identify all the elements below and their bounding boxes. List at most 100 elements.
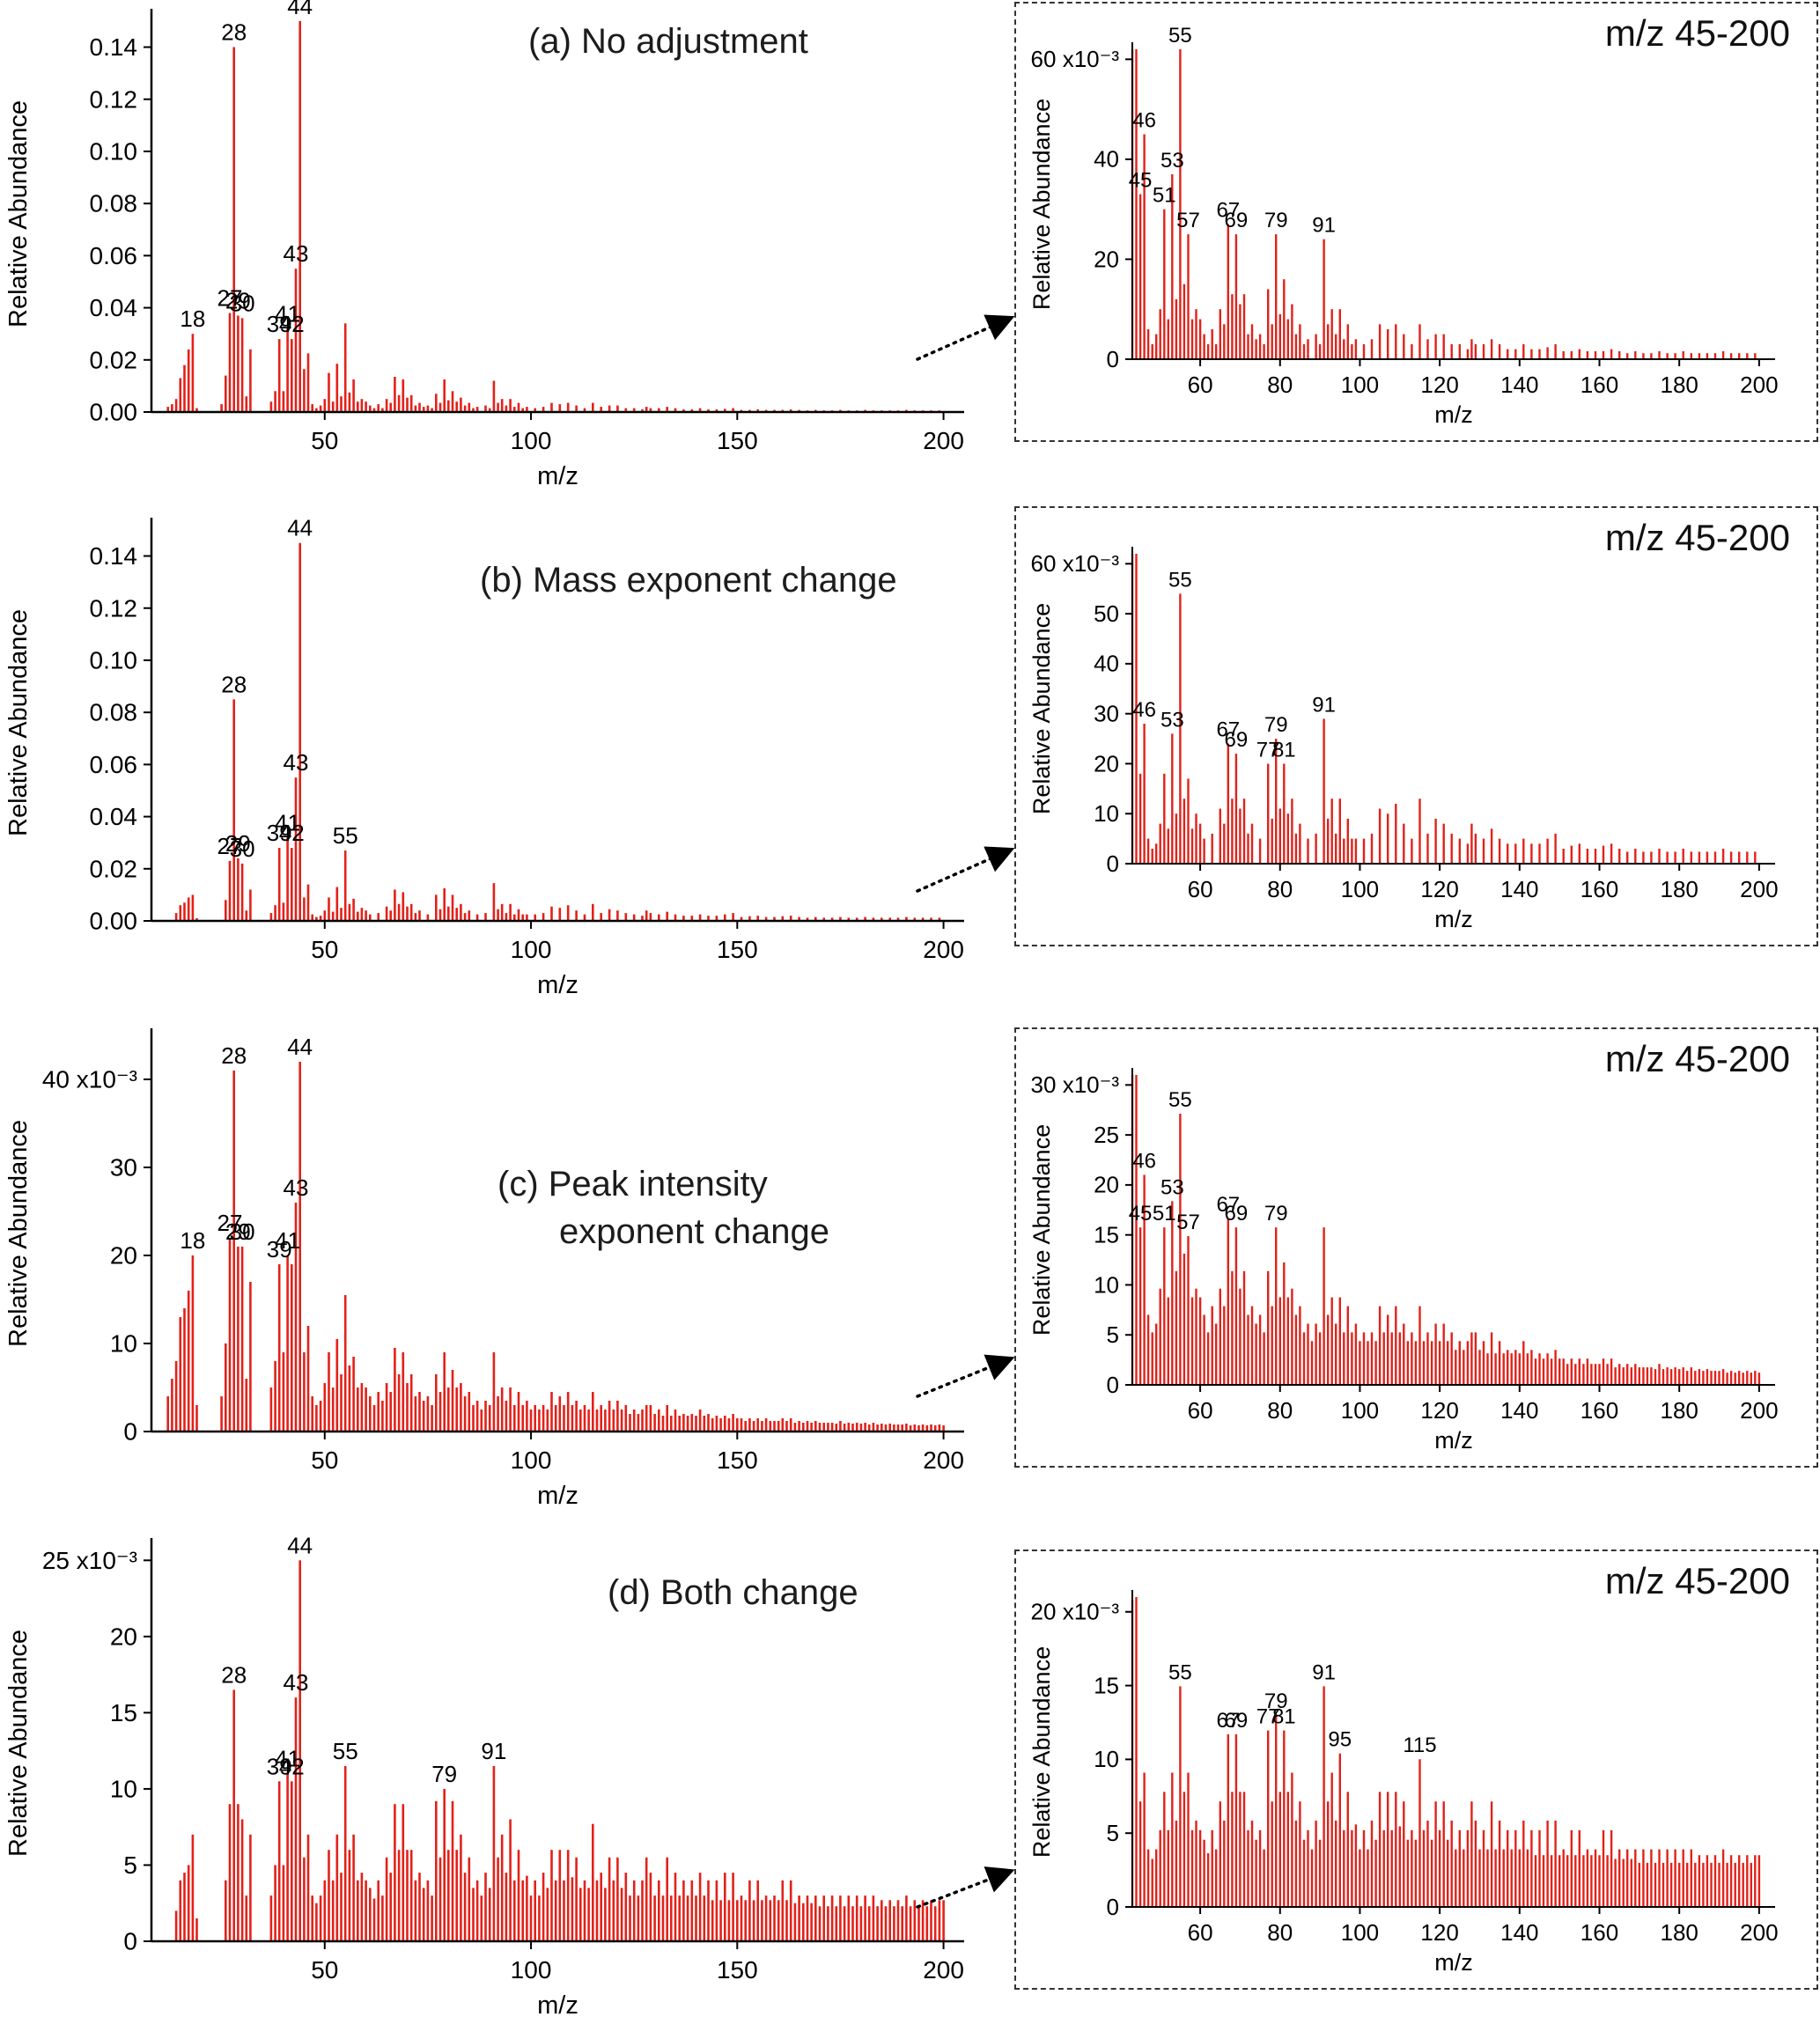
svg-text:25 x10⁻³: 25 x10⁻³ bbox=[42, 1547, 137, 1574]
svg-text:m/z: m/z bbox=[537, 1991, 578, 2020]
svg-text:20: 20 bbox=[110, 1242, 137, 1270]
svg-text:10: 10 bbox=[1094, 1746, 1119, 1772]
svg-text:80: 80 bbox=[1267, 1919, 1293, 1946]
svg-text:79: 79 bbox=[1264, 209, 1288, 232]
svg-text:150: 150 bbox=[717, 936, 758, 963]
svg-text:67: 67 bbox=[1216, 718, 1240, 742]
svg-text:40 x10⁻³: 40 x10⁻³ bbox=[42, 1066, 137, 1093]
svg-text:60: 60 bbox=[1188, 1919, 1213, 1946]
svg-text:m/z: m/z bbox=[1434, 401, 1473, 428]
svg-text:29: 29 bbox=[225, 1218, 251, 1245]
svg-text:0: 0 bbox=[123, 1928, 137, 1955]
svg-text:30: 30 bbox=[230, 290, 255, 316]
svg-text:160: 160 bbox=[1581, 876, 1618, 902]
svg-text:57: 57 bbox=[1176, 1211, 1200, 1234]
svg-text:200: 200 bbox=[923, 1956, 964, 1984]
svg-text:200: 200 bbox=[1740, 372, 1778, 398]
svg-text:42: 42 bbox=[279, 820, 305, 846]
svg-text:m/z: m/z bbox=[1434, 1949, 1473, 1976]
svg-text:41: 41 bbox=[275, 300, 300, 327]
svg-text:91: 91 bbox=[1312, 214, 1336, 238]
svg-text:67: 67 bbox=[1216, 1193, 1240, 1217]
svg-text:m/z: m/z bbox=[537, 462, 578, 490]
svg-text:60: 60 bbox=[1188, 1397, 1213, 1424]
svg-text:140: 140 bbox=[1500, 1397, 1538, 1424]
svg-text:140: 140 bbox=[1500, 1919, 1538, 1946]
svg-text:180: 180 bbox=[1660, 876, 1698, 902]
svg-text:28: 28 bbox=[221, 671, 247, 697]
svg-text:60: 60 bbox=[1188, 372, 1213, 398]
panel-b-inset-chart: 60 80 100 120 140 160 180 200 0 10 20 30 40 50 60 x10⁻… bbox=[1016, 508, 1816, 945]
svg-text:10: 10 bbox=[1094, 1271, 1119, 1298]
svg-text:18: 18 bbox=[180, 305, 205, 332]
svg-text:0.12: 0.12 bbox=[90, 85, 138, 113]
panel-b-title-line1: (b) Mass exponent change bbox=[480, 561, 897, 600]
svg-text:50: 50 bbox=[311, 427, 338, 454]
svg-text:91: 91 bbox=[1312, 1660, 1336, 1684]
panel-d-title-line1: (d) Both change bbox=[608, 1573, 858, 1612]
svg-text:46: 46 bbox=[1132, 109, 1156, 133]
svg-text:39: 39 bbox=[267, 1236, 292, 1262]
svg-text:Relative Abundance: Relative Abundance bbox=[4, 609, 33, 836]
svg-text:44: 44 bbox=[287, 0, 313, 19]
svg-text:150: 150 bbox=[717, 427, 758, 454]
svg-text:100: 100 bbox=[511, 1956, 552, 1984]
svg-text:10: 10 bbox=[110, 1330, 137, 1358]
panel-d-title: (d) Both change bbox=[608, 1569, 858, 1616]
svg-text:60: 60 bbox=[1188, 876, 1213, 902]
svg-text:Relative Abundance: Relative Abundance bbox=[1028, 1646, 1055, 1858]
svg-text:79: 79 bbox=[1264, 1202, 1288, 1226]
svg-text:69: 69 bbox=[1225, 728, 1249, 752]
svg-text:0.02: 0.02 bbox=[90, 346, 138, 373]
svg-text:45: 45 bbox=[1129, 169, 1153, 193]
svg-text:m/z: m/z bbox=[537, 1482, 578, 1510]
svg-text:m/z: m/z bbox=[1434, 1427, 1473, 1454]
svg-text:42: 42 bbox=[279, 311, 305, 337]
panel-c-title-line2: exponent change bbox=[559, 1212, 829, 1251]
svg-text:100: 100 bbox=[1341, 1919, 1379, 1946]
svg-text:28: 28 bbox=[221, 19, 247, 46]
svg-text:40: 40 bbox=[1094, 651, 1119, 677]
svg-text:91: 91 bbox=[481, 1738, 506, 1764]
svg-text:20: 20 bbox=[110, 1623, 137, 1650]
panel-d-inset-title: m/z 45-200 bbox=[1604, 1560, 1790, 1601]
panel-b-inset: m/z 45-200 60 80 100 120 140 160 180 200 0 10 20 30… bbox=[1014, 506, 1818, 946]
panel-a-main-chart: 50 100 150 200 0.00 0.02 0.04 0.06 0.08 0.10 0.12 0… bbox=[0, 0, 1013, 509]
svg-text:200: 200 bbox=[923, 936, 964, 963]
svg-text:55: 55 bbox=[333, 1738, 358, 1764]
svg-text:29: 29 bbox=[225, 287, 251, 313]
svg-text:79: 79 bbox=[1264, 1689, 1288, 1713]
svg-text:0: 0 bbox=[1107, 346, 1119, 372]
panel-a-inset-title: m/z 45-200 bbox=[1604, 12, 1790, 54]
svg-text:0.10: 0.10 bbox=[90, 646, 138, 674]
spectrum-plot: 50 100 150 200 0.00 0.02 0.04 0.06 0.08 0.10 0.12 0… bbox=[4, 0, 964, 490]
svg-text:Relative Abundance: Relative Abundance bbox=[1028, 603, 1055, 814]
svg-text:50: 50 bbox=[311, 1446, 338, 1474]
svg-text:30: 30 bbox=[230, 835, 255, 862]
panel-b-title: (b) Mass exponent change bbox=[480, 556, 897, 604]
svg-text:120: 120 bbox=[1420, 876, 1458, 902]
svg-text:41: 41 bbox=[275, 1227, 300, 1254]
svg-text:20: 20 bbox=[1094, 750, 1119, 777]
svg-text:79: 79 bbox=[431, 1761, 457, 1787]
svg-text:0.06: 0.06 bbox=[90, 751, 138, 778]
svg-text:44: 44 bbox=[287, 1532, 313, 1558]
svg-text:150: 150 bbox=[717, 1446, 758, 1474]
svg-text:29: 29 bbox=[225, 830, 251, 857]
svg-text:55: 55 bbox=[1168, 24, 1192, 48]
panel-d-inset: m/z 45-200 60 80 100 120 140 160 180 200 0 5 10 15 2… bbox=[1014, 1549, 1818, 1990]
svg-text:180: 180 bbox=[1660, 1919, 1698, 1946]
svg-text:0: 0 bbox=[1107, 1894, 1119, 1920]
svg-text:120: 120 bbox=[1420, 1397, 1458, 1424]
svg-text:0.06: 0.06 bbox=[90, 242, 138, 269]
svg-text:53: 53 bbox=[1161, 1175, 1184, 1199]
svg-text:m/z: m/z bbox=[1434, 906, 1473, 932]
panel-c-inset: m/z 45-200 60 80 100 120 140 160 180 200 0 5 10 15 2… bbox=[1014, 1027, 1818, 1468]
svg-text:55: 55 bbox=[1168, 568, 1192, 592]
svg-text:51: 51 bbox=[1153, 1202, 1176, 1226]
svg-text:95: 95 bbox=[1328, 1728, 1352, 1752]
svg-text:39: 39 bbox=[267, 820, 292, 846]
svg-text:79: 79 bbox=[1264, 713, 1288, 737]
svg-text:30 x10⁻³: 30 x10⁻³ bbox=[1031, 1071, 1120, 1098]
spectrum-plot: 60 80 100 120 140 160 180 200 0 5 10 15 20 x10⁻³ m/z R… bbox=[1028, 1590, 1779, 1976]
